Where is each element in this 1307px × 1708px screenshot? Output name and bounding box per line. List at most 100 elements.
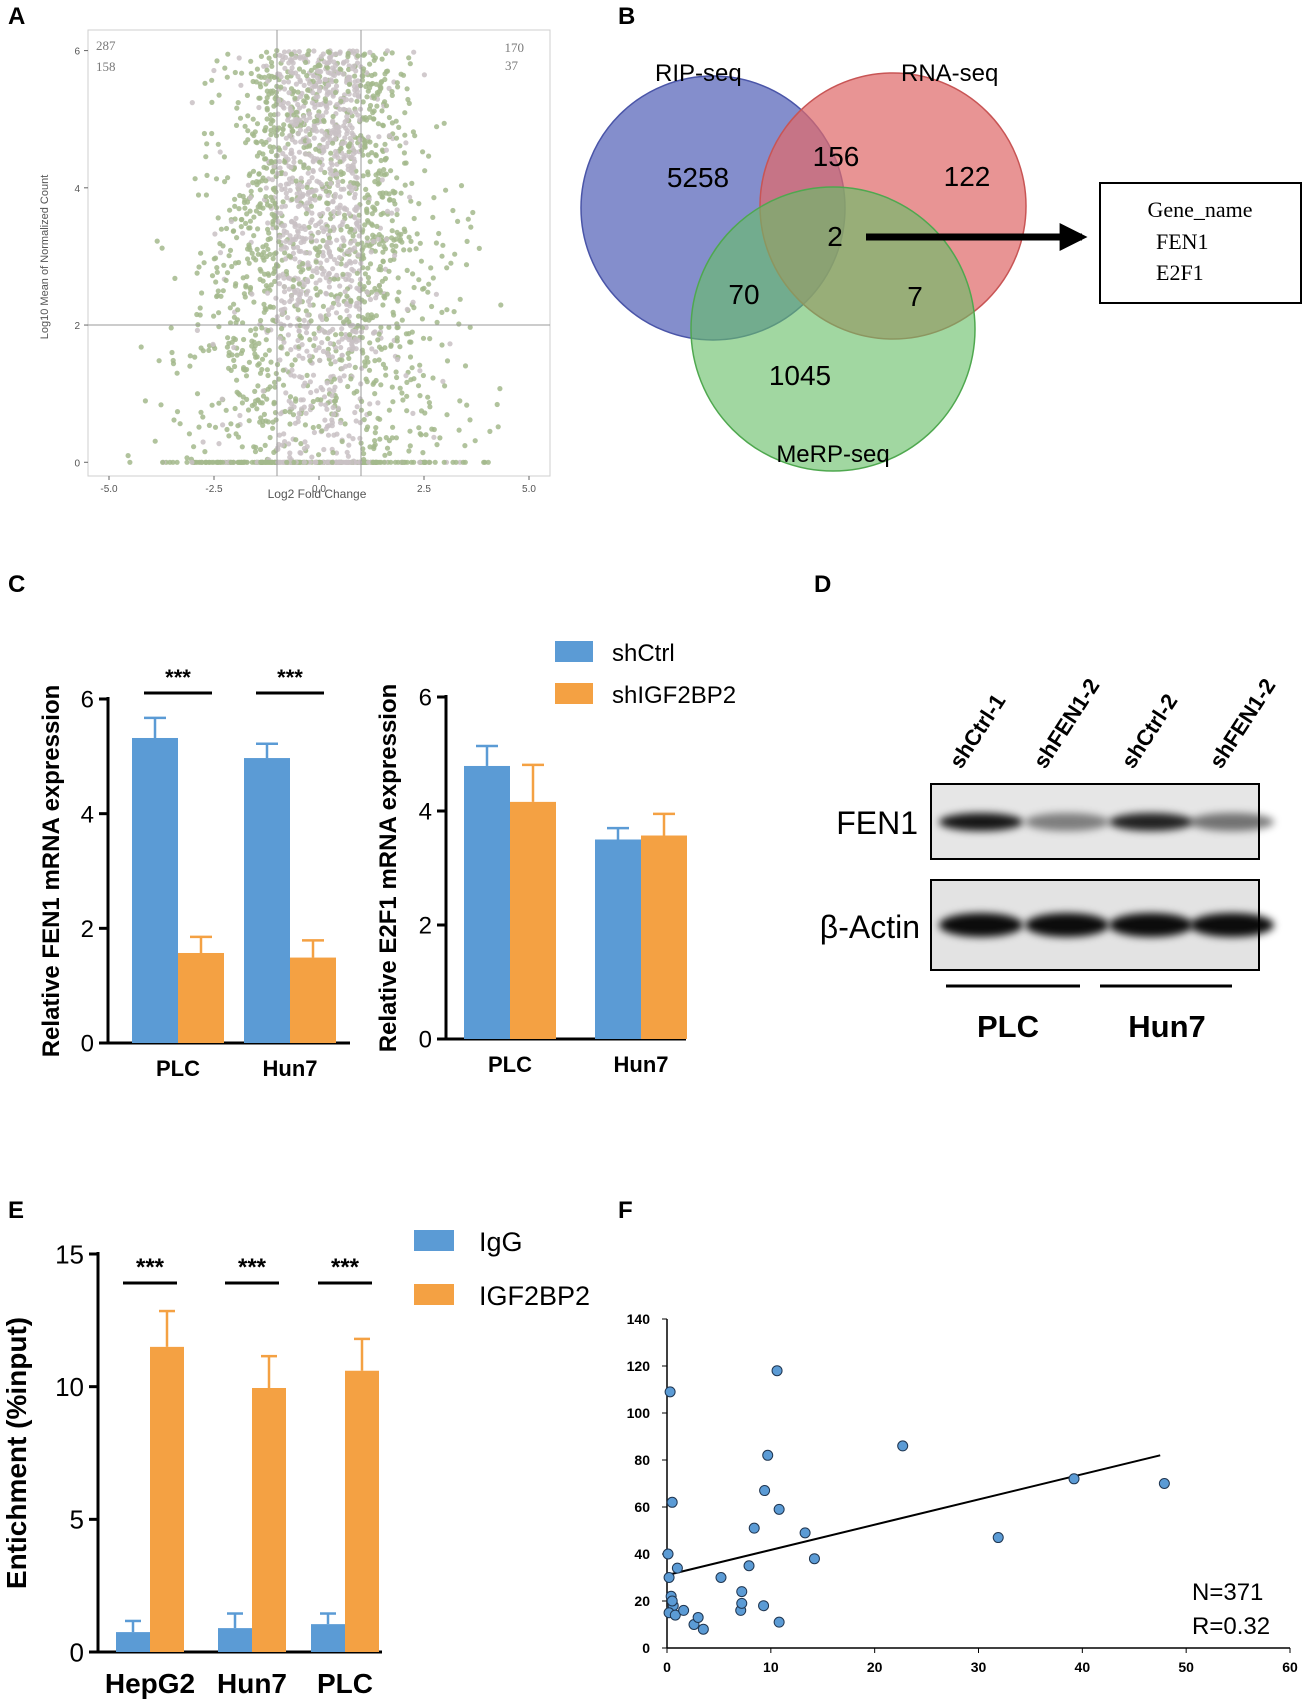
volcano-point bbox=[266, 73, 272, 79]
volcano-point bbox=[344, 449, 350, 455]
volcano-point bbox=[331, 411, 337, 418]
volcano-point bbox=[309, 100, 315, 106]
volcano-point bbox=[339, 336, 345, 342]
volcano-point bbox=[338, 331, 344, 337]
volcano-point bbox=[481, 459, 487, 465]
volcano-point bbox=[276, 281, 283, 287]
volcano-point bbox=[256, 95, 262, 101]
volcano-point bbox=[334, 102, 340, 108]
volcano-point bbox=[407, 61, 413, 67]
volcano-point bbox=[353, 174, 359, 180]
y-tick-label: 6 bbox=[419, 685, 432, 712]
volcano-point bbox=[376, 232, 382, 238]
volcano-point bbox=[348, 226, 354, 232]
volcano-point bbox=[382, 76, 388, 83]
volcano-point bbox=[378, 84, 384, 90]
bar bbox=[290, 957, 336, 1043]
volcano-point bbox=[352, 79, 358, 85]
volcano-point bbox=[331, 376, 338, 382]
volcano-point bbox=[386, 114, 392, 121]
volcano-point bbox=[426, 281, 432, 287]
volcano-point bbox=[307, 295, 313, 301]
f-y-tick-label: 20 bbox=[634, 1593, 650, 1609]
volcano-point bbox=[372, 391, 378, 397]
volcano-point bbox=[317, 211, 323, 218]
volcano-point bbox=[264, 396, 270, 402]
volcano-point bbox=[314, 269, 320, 276]
volcano-point bbox=[289, 196, 295, 202]
volcano-point bbox=[223, 277, 229, 283]
volcano-point bbox=[313, 146, 319, 152]
volcano-point bbox=[277, 357, 283, 363]
volcano-point bbox=[293, 437, 299, 443]
volcano-point bbox=[357, 281, 363, 287]
volcano-point bbox=[390, 309, 396, 315]
volcano-point bbox=[430, 275, 436, 281]
volcano-point bbox=[448, 260, 454, 266]
volcano-point bbox=[194, 311, 200, 318]
volcano-point bbox=[265, 78, 271, 84]
volcano-point bbox=[431, 426, 437, 433]
volcano-point bbox=[374, 291, 380, 297]
volcano-point bbox=[256, 73, 262, 79]
volcano-point bbox=[227, 305, 233, 311]
volcano-point bbox=[257, 419, 263, 425]
volcano-point bbox=[346, 433, 352, 439]
volcano-point bbox=[125, 453, 131, 459]
volcano-point bbox=[315, 230, 321, 236]
f-x-tick-label: 40 bbox=[1075, 1659, 1091, 1675]
volcano-point bbox=[434, 319, 440, 325]
volcano-point bbox=[339, 222, 345, 228]
volcano-point bbox=[403, 160, 409, 166]
volcano-point bbox=[350, 328, 356, 334]
volcano-point bbox=[259, 356, 266, 362]
volcano-point bbox=[283, 154, 289, 160]
volcano-point bbox=[429, 303, 435, 310]
volcano-point bbox=[189, 459, 195, 465]
volcano-point bbox=[266, 55, 272, 61]
volcano-point bbox=[328, 77, 334, 83]
volcano-point bbox=[160, 459, 166, 465]
volcano-point bbox=[315, 112, 321, 118]
volcano-point bbox=[229, 339, 235, 345]
volcano-point bbox=[302, 380, 308, 386]
volcano-point bbox=[353, 418, 359, 424]
volcano-point bbox=[495, 424, 501, 430]
volcano-point bbox=[235, 459, 241, 465]
volcano-point bbox=[383, 190, 389, 196]
volcano-point bbox=[368, 312, 375, 318]
scatter-point bbox=[662, 1548, 674, 1560]
volcano-point bbox=[386, 407, 392, 413]
volcano-point bbox=[259, 138, 265, 145]
volcano-point bbox=[239, 400, 245, 406]
volcano-point bbox=[211, 67, 217, 74]
volcano-point bbox=[263, 139, 269, 145]
volcano-point bbox=[285, 332, 291, 338]
volcano-point bbox=[280, 53, 286, 60]
volcano-point bbox=[319, 327, 325, 333]
volcano-point bbox=[220, 288, 226, 294]
volcano-point bbox=[254, 406, 260, 412]
volcano-point bbox=[246, 260, 252, 266]
volcano-point bbox=[367, 61, 373, 67]
volcano-point bbox=[257, 446, 264, 453]
volcano-point bbox=[252, 388, 258, 394]
volcano-point bbox=[252, 449, 259, 455]
volcano-point bbox=[310, 372, 317, 378]
volcano-point bbox=[308, 219, 314, 225]
volcano-point bbox=[216, 310, 222, 316]
volcano-point bbox=[312, 125, 318, 131]
volcano-point bbox=[270, 169, 276, 175]
volcano-point bbox=[290, 284, 296, 290]
volcano-point bbox=[313, 94, 319, 100]
volcano-point bbox=[281, 289, 288, 295]
bar bbox=[510, 801, 556, 1039]
f-y-tick-label: 0 bbox=[642, 1640, 650, 1656]
volcano-point bbox=[312, 104, 318, 110]
volcano-point bbox=[453, 459, 459, 465]
volcano-point bbox=[323, 275, 329, 281]
volcano-point bbox=[318, 314, 324, 320]
legend-e-label-igf2bp2: IGF2BP2 bbox=[479, 1281, 590, 1311]
volcano-point bbox=[283, 390, 289, 396]
